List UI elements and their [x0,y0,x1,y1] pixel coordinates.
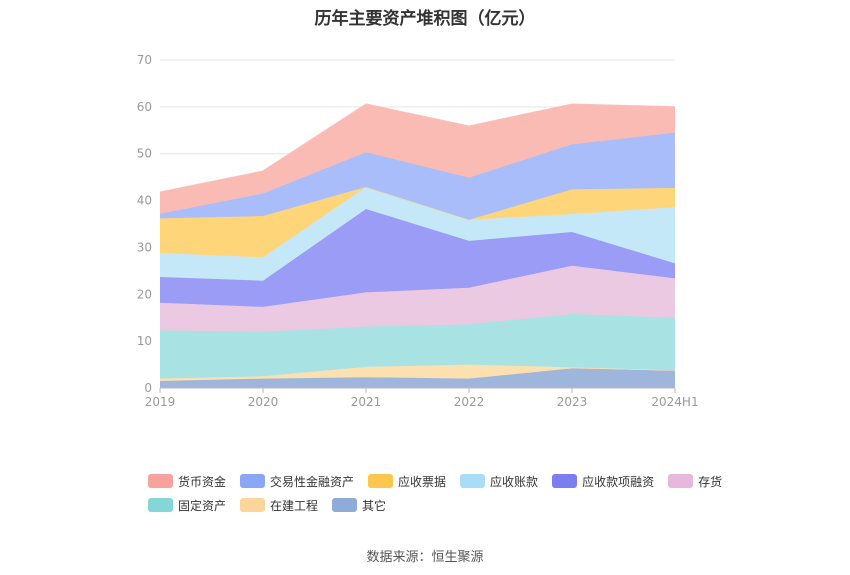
legend-item[interactable]: 应收账款 [460,472,538,490]
legend-item[interactable]: 交易性金融资产 [240,472,354,490]
area-edge-9 [159,103,676,193]
legend-item[interactable]: 存货 [668,472,722,490]
legend-swatch [668,474,694,488]
stacked-area-chart: 0 10 20 30 40 50 60 70 2019 2020 2021 2022 2023 2024H… [137,53,699,409]
x-tick-label: 2019 [145,395,176,409]
area-series-5 [160,209,675,307]
y-tick-label: 30 [137,240,152,254]
area-series-9 [160,104,675,214]
legend-label: 存货 [698,474,723,489]
legend-swatch [240,474,266,488]
legend-label: 其它 [362,498,387,513]
area-series-2 [160,364,675,381]
y-tick-label: 60 [137,100,152,114]
legend-item[interactable]: 固定资产 [148,496,226,514]
legend-item[interactable]: 在建工程 [240,496,318,514]
y-tick-label: 70 [137,53,152,67]
y-tick-label: 50 [137,147,152,161]
x-tick-label: 2021 [351,395,382,409]
legend-label: 交易性金融资产 [270,474,355,489]
legend-swatch [148,474,173,488]
chart-legend: 货币资金 交易性金融资产 应收票据 应收账款 应收款项融资 存货固定资产 在建工程 其它 [148,472,728,514]
area-series-7 [160,186,675,258]
legend-item[interactable]: 应收款项融资 [552,472,654,490]
y-tick-label: 0 [144,381,152,395]
area-series-6 [160,186,675,281]
legend-swatch [552,474,578,488]
legend-swatch [240,498,266,512]
y-tick-label: 20 [137,287,152,301]
area-series-8 [160,132,675,220]
legend-label: 在建工程 [270,498,319,513]
y-tick-label: 40 [137,194,152,208]
y-tick-label: 10 [137,334,152,348]
area-series-3 [160,313,675,379]
legend-swatch [460,474,486,488]
legend-swatch [368,474,394,488]
x-tick-label: 2024H1 [651,395,698,409]
legend-swatch [148,498,173,512]
legend-item[interactable]: 其它 [332,496,386,514]
legend-label: 固定资产 [178,498,227,513]
area-series-4 [160,265,675,332]
x-tick-label: 2022 [454,395,485,409]
legend-label: 应收票据 [398,474,447,489]
legend-item[interactable]: 货币资金 [148,472,226,490]
data-source: 数据来源：恒生聚源 [366,550,484,565]
legend-item[interactable]: 应收票据 [368,472,446,490]
legend-swatch [332,498,358,512]
chart-title: 历年主要资产堆积图（亿元） [314,9,536,29]
area-edge-1 [159,367,676,382]
x-tick-label: 2020 [248,395,279,409]
x-tick-label: 2023 [557,395,588,409]
legend-label: 应收账款 [490,474,539,489]
legend-label: 应收款项融资 [582,474,655,489]
legend-label: 货币资金 [178,474,227,489]
